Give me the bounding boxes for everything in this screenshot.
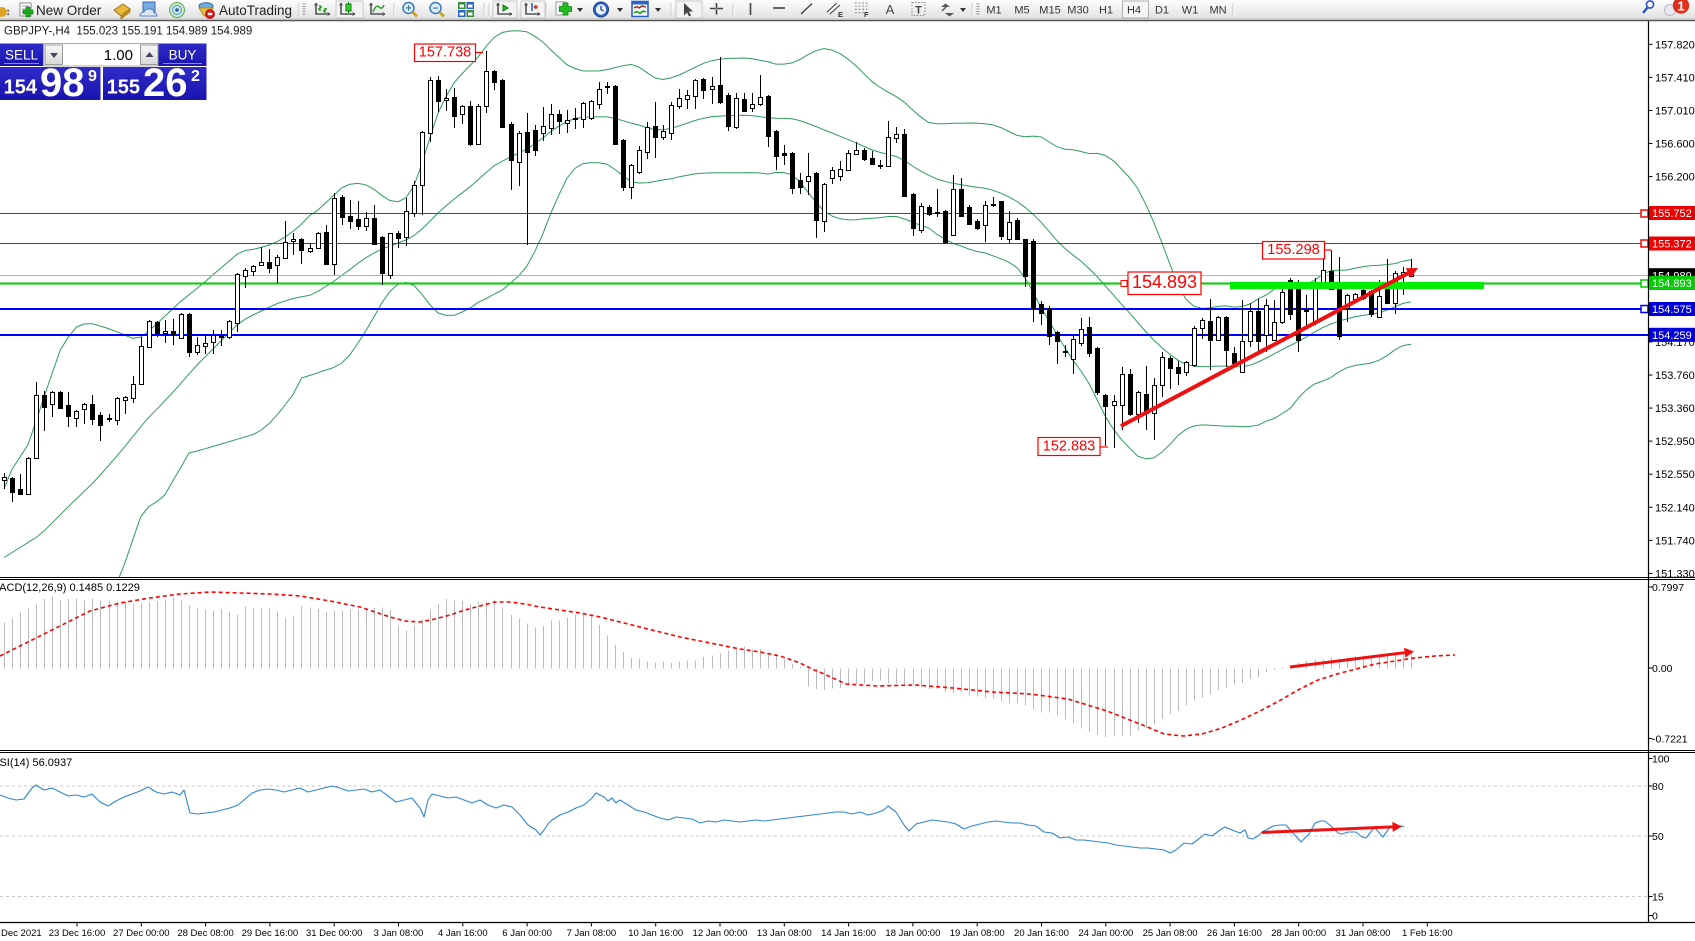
- svg-text:28 Dec 08:00: 28 Dec 08:00: [177, 928, 234, 939]
- svg-text:D1: D1: [1155, 5, 1169, 17]
- svg-text:9: 9: [88, 68, 97, 85]
- svg-text:15: 15: [1652, 892, 1664, 904]
- svg-text:1: 1: [1677, 0, 1684, 14]
- svg-text:157.010: 157.010: [1655, 105, 1695, 117]
- svg-text:31 Dec 00:00: 31 Dec 00:00: [306, 928, 363, 939]
- svg-text:H1: H1: [1099, 5, 1113, 17]
- svg-text:M5: M5: [1014, 5, 1029, 17]
- svg-text:154.259: 154.259: [1652, 330, 1692, 342]
- svg-text:80: 80: [1652, 781, 1664, 793]
- svg-text:10 Jan 16:00: 10 Jan 16:00: [628, 928, 683, 939]
- svg-text:0: 0: [1652, 911, 1658, 923]
- svg-text:3 Jan 08:00: 3 Jan 08:00: [374, 928, 424, 939]
- svg-text:100: 100: [1652, 754, 1670, 766]
- svg-text:152.950: 152.950: [1655, 436, 1695, 448]
- svg-text:23 Dec 16:00: 23 Dec 16:00: [49, 928, 106, 939]
- svg-text:RSI(14) 56.0937: RSI(14) 56.0937: [0, 757, 72, 769]
- svg-text:157.820: 157.820: [1655, 39, 1695, 51]
- svg-text:BUY: BUY: [169, 48, 197, 63]
- svg-text:4 Jan 16:00: 4 Jan 16:00: [438, 928, 488, 939]
- svg-text:2: 2: [191, 68, 200, 85]
- svg-text:AutoTrading: AutoTrading: [219, 3, 292, 18]
- svg-text:155.372: 155.372: [1652, 239, 1692, 251]
- svg-text:SELL: SELL: [5, 48, 39, 63]
- svg-text:M1: M1: [986, 5, 1001, 17]
- svg-text:Dec 2021: Dec 2021: [1, 928, 42, 939]
- svg-text:MN: MN: [1209, 5, 1226, 17]
- svg-text:28 Jan 00:00: 28 Jan 00:00: [1271, 928, 1326, 939]
- svg-text:W1: W1: [1182, 5, 1199, 17]
- svg-text:M15: M15: [1039, 5, 1060, 17]
- svg-text:155.752: 155.752: [1652, 208, 1692, 220]
- svg-text:27 Dec 00:00: 27 Dec 00:00: [113, 928, 170, 939]
- svg-text:153.360: 153.360: [1655, 403, 1695, 415]
- svg-text:19 Jan 08:00: 19 Jan 08:00: [950, 928, 1005, 939]
- svg-text:152.550: 152.550: [1655, 469, 1695, 481]
- svg-text:18 Jan 00:00: 18 Jan 00:00: [885, 928, 940, 939]
- svg-text:157.738: 157.738: [419, 45, 471, 61]
- svg-text:A: A: [886, 2, 895, 17]
- svg-text:−: −: [433, 4, 439, 15]
- svg-text:1 Feb 16:00: 1 Feb 16:00: [1402, 928, 1453, 939]
- svg-text:156.200: 156.200: [1655, 172, 1695, 184]
- svg-text:F: F: [864, 10, 869, 19]
- svg-text:155: 155: [107, 77, 140, 99]
- svg-text:50: 50: [1652, 831, 1664, 843]
- svg-text:154.575: 154.575: [1652, 304, 1692, 316]
- svg-text:13 Jan 08:00: 13 Jan 08:00: [757, 928, 812, 939]
- svg-text:152.883: 152.883: [1043, 438, 1095, 454]
- svg-text:25 Jan 08:00: 25 Jan 08:00: [1143, 928, 1198, 939]
- svg-text:H4: H4: [1127, 5, 1141, 17]
- svg-text:154: 154: [4, 77, 38, 99]
- svg-text:155.298: 155.298: [1267, 242, 1319, 258]
- svg-text:T: T: [915, 5, 922, 17]
- svg-text:151.740: 151.740: [1655, 535, 1695, 547]
- svg-text:E: E: [838, 10, 843, 19]
- svg-text:M30: M30: [1067, 5, 1088, 17]
- svg-text:98: 98: [40, 61, 85, 105]
- svg-text:GBPJPY-,H4 155.023 155.191 15: GBPJPY-,H4 155.023 155.191 154.989 154.9…: [4, 26, 252, 38]
- svg-text:26 Jan 16:00: 26 Jan 16:00: [1207, 928, 1262, 939]
- svg-text:156.600: 156.600: [1655, 139, 1695, 151]
- svg-text:New Order: New Order: [36, 3, 102, 18]
- svg-text:152.140: 152.140: [1655, 502, 1695, 514]
- svg-text:154.893: 154.893: [1652, 278, 1692, 290]
- svg-text:157.410: 157.410: [1655, 72, 1695, 84]
- svg-text:151.330: 151.330: [1655, 568, 1695, 580]
- svg-text:20 Jan 16:00: 20 Jan 16:00: [1014, 928, 1069, 939]
- svg-text:26: 26: [143, 61, 188, 105]
- svg-text:MACD(12,26,9) 0.1485 0.1229: MACD(12,26,9) 0.1485 0.1229: [0, 582, 140, 594]
- svg-text:-0.7221: -0.7221: [1652, 734, 1688, 746]
- svg-text:24 Jan 00:00: 24 Jan 00:00: [1078, 928, 1133, 939]
- svg-text:154.893: 154.893: [1132, 272, 1197, 292]
- svg-text:1.00: 1.00: [104, 47, 133, 64]
- svg-text:14 Jan 16:00: 14 Jan 16:00: [821, 928, 876, 939]
- svg-text:0.00: 0.00: [1652, 663, 1673, 675]
- svg-text:12 Jan 00:00: 12 Jan 00:00: [693, 928, 748, 939]
- svg-text:6 Jan 00:00: 6 Jan 00:00: [502, 928, 552, 939]
- svg-text:29 Dec 16:00: 29 Dec 16:00: [242, 928, 299, 939]
- svg-text:0.7997: 0.7997: [1652, 582, 1684, 594]
- svg-text:↕: ↕: [6, 7, 11, 18]
- svg-text:153.760: 153.760: [1655, 370, 1695, 382]
- svg-text:31 Jan 08:00: 31 Jan 08:00: [1336, 928, 1391, 939]
- svg-text:7 Jan 08:00: 7 Jan 08:00: [567, 928, 617, 939]
- svg-text:+: +: [406, 4, 412, 15]
